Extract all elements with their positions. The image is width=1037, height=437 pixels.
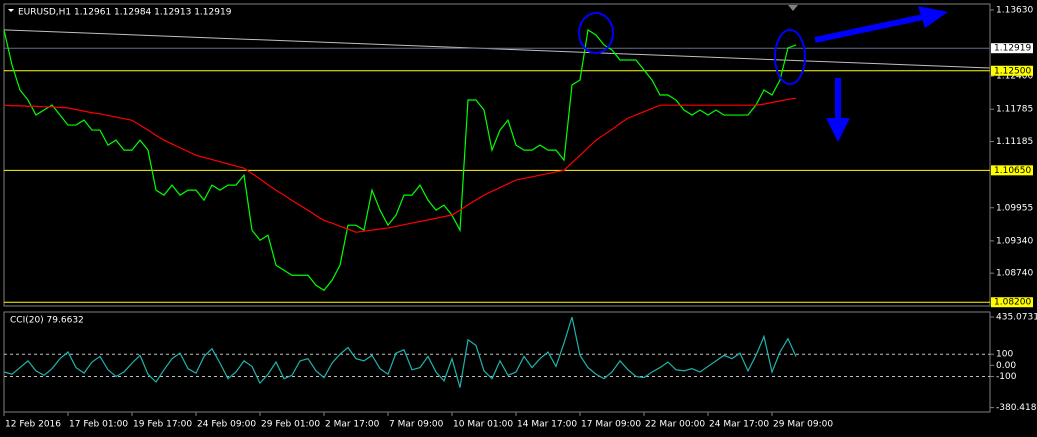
arrow-head (826, 118, 850, 142)
chart-title: EURUSD,H1 1.12961 1.12984 1.12913 1.1291… (18, 8, 232, 18)
circle (578, 12, 614, 54)
x-tick-label: 24 Feb 09:00 (197, 420, 256, 430)
x-tick-label: 14 Mar 17:00 (517, 420, 577, 430)
level-label-box (991, 165, 1033, 176)
y-tick-label: 1.09955 (996, 203, 1033, 213)
level-label-box (991, 65, 1033, 76)
trend-line (3, 29, 991, 69)
x-tick-label: 2 Mar 17:00 (325, 420, 380, 430)
cci-panel (3, 311, 991, 413)
y-tick-label: 1.11785 (996, 105, 1033, 115)
x-tick-label: 29 Mar 09:00 (773, 420, 833, 430)
level-label-box (991, 297, 1033, 308)
level-label: 1.08200 (994, 298, 1031, 308)
x-tick-label: 29 Feb 01:00 (261, 420, 320, 430)
y-tick-label: 1.09340 (996, 236, 1033, 246)
menu-icon (8, 9, 14, 12)
current-price-label: 1.12919 (994, 44, 1031, 54)
cci-title: CCI(20) 79.6632 (10, 316, 84, 326)
y-tick-label: 1.12400 (996, 72, 1033, 82)
y-tick-label: -380.418 (996, 403, 1037, 413)
arrow-head (918, 6, 948, 28)
y-tick-label: 1.11185 (996, 137, 1033, 147)
price-line (3, 316, 797, 388)
y-tick-label: 1.08740 (996, 269, 1033, 279)
arrow-up (814, 13, 929, 43)
level-label: 1.10650 (994, 166, 1031, 176)
x-tick-label: 10 Mar 01:00 (453, 420, 513, 430)
level-label: 1.12500 (994, 66, 1031, 76)
x-tick-label: 17 Mar 09:00 (581, 420, 641, 430)
y-tick-label: 435.0731 (996, 312, 1037, 322)
annotations (578, 6, 948, 142)
price-line (3, 97, 797, 233)
y-tick-label: 1.13630 (996, 5, 1033, 15)
x-tick-label: 7 Mar 09:00 (389, 420, 444, 430)
y-tick-label: 0.00 (996, 361, 1016, 371)
shift-marker (788, 5, 798, 11)
x-tick-label: 22 Mar 00:00 (645, 420, 705, 430)
price-line (3, 28, 797, 292)
y-tick-label: 100 (996, 350, 1013, 360)
current-price-box (991, 43, 1033, 54)
main-panel (3, 3, 991, 307)
y-tick-label: -100 (996, 372, 1017, 382)
x-tick-label: 12 Feb 2016 (5, 420, 61, 430)
x-tick-label: 17 Feb 01:00 (69, 420, 128, 430)
x-tick-label: 19 Feb 17:00 (133, 420, 192, 430)
x-tick-label: 24 Mar 17:00 (709, 420, 769, 430)
circle (774, 29, 806, 85)
